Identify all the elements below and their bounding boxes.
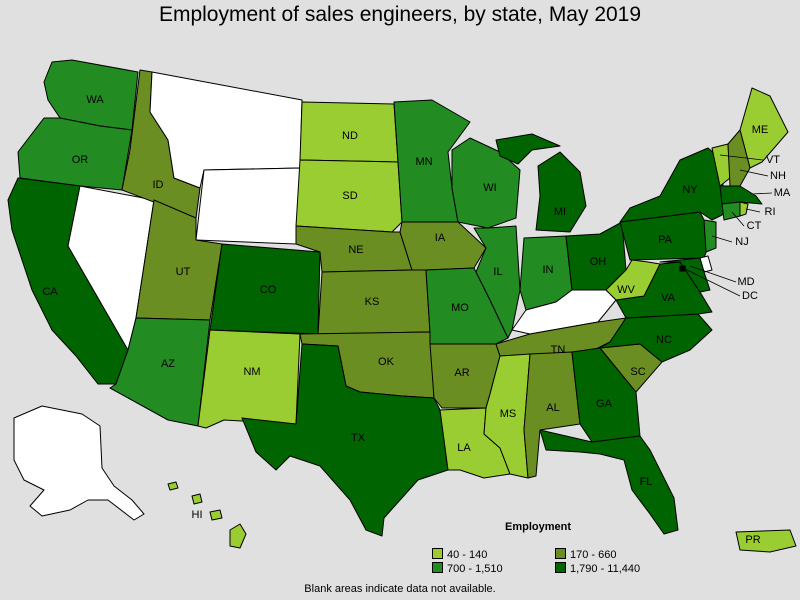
leader-line-ri <box>745 208 761 213</box>
legend-label: 40 - 140 <box>447 549 488 561</box>
state-nh <box>727 129 751 187</box>
state-label-ok: OK <box>378 356 395 368</box>
state-label-ri: RI <box>765 206 776 218</box>
state-label-wv: WV <box>617 284 635 296</box>
state-label-tn: TN <box>551 344 566 356</box>
legend-item-bin-3: 700 - 1,510 <box>432 562 503 575</box>
state-label-ms: MS <box>500 408 517 420</box>
state-label-md: MD <box>737 276 754 288</box>
state-sd <box>295 159 403 233</box>
state-label-co: CO <box>260 284 277 296</box>
state-label-nm: NM <box>243 366 260 378</box>
state-label-hi: HI <box>192 509 203 521</box>
state-label-ga: GA <box>596 398 613 410</box>
state-label-or: OR <box>72 154 89 166</box>
state-label-nd: ND <box>342 130 358 142</box>
state-pr <box>735 529 797 553</box>
state-hi <box>229 523 247 549</box>
state-tx <box>241 343 449 537</box>
state-label-az: AZ <box>161 358 175 370</box>
state-hi <box>191 493 203 505</box>
state-az <box>109 317 211 427</box>
state-label-ny: NY <box>682 184 698 196</box>
state-label-ar: AR <box>454 367 469 379</box>
state-label-al: AL <box>546 402 559 414</box>
leader-line-nh <box>739 169 769 177</box>
state-hi <box>167 481 179 491</box>
legend-item-bin-1: 40 - 140 <box>432 548 487 561</box>
state-label-oh: OH <box>590 256 607 268</box>
state-mi <box>495 133 561 165</box>
state-md <box>659 257 711 293</box>
leader-line-vt <box>719 154 764 161</box>
state-label-me: ME <box>752 124 769 136</box>
map-title: Employment of sales engineers, by state,… <box>158 3 642 26</box>
legend-swatch <box>432 562 443 573</box>
legend-label: 700 - 1,510 <box>447 563 503 575</box>
state-label-mn: MN <box>415 156 432 168</box>
leader-line-md <box>689 265 737 283</box>
state-ct <box>721 201 741 221</box>
state-label-ct: CT <box>747 220 762 232</box>
state-label-wi: WI <box>483 182 496 194</box>
legend-item-bin-2: 170 - 660 <box>555 548 616 561</box>
state-wy <box>195 167 301 245</box>
state-label-ne: NE <box>348 244 363 256</box>
legend-label: 170 - 660 <box>570 549 617 561</box>
state-label-nj: NJ <box>735 236 748 248</box>
state-nm <box>197 329 301 429</box>
state-label-in: IN <box>543 264 554 276</box>
state-ak <box>13 405 145 521</box>
state-wv <box>605 259 661 301</box>
state-fl <box>539 429 679 535</box>
state-label-la: LA <box>457 442 471 454</box>
state-il <box>473 225 521 339</box>
state-label-nh: NH <box>770 170 786 182</box>
state-label-nc: NC <box>656 334 672 346</box>
state-label-sd: SD <box>342 190 357 202</box>
legend-label: 1,790 - 11,440 <box>570 563 641 575</box>
state-label-id: ID <box>153 179 164 191</box>
state-label-mo: MO <box>451 302 469 314</box>
leader-line-ct <box>731 211 745 227</box>
state-hi <box>209 509 223 521</box>
state-ia <box>399 221 487 271</box>
state-label-va: VA <box>661 292 676 304</box>
state-label-pa: PA <box>658 234 673 246</box>
state-nj <box>703 219 717 253</box>
legend-swatch <box>555 562 566 573</box>
state-label-ut: UT <box>176 266 191 278</box>
state-label-il: IL <box>493 266 502 278</box>
state-ma <box>719 185 763 205</box>
state-label-sc: SC <box>630 366 645 378</box>
footnote: Blank areas indicate data not available. <box>304 583 496 595</box>
legend-swatch <box>555 548 566 559</box>
state-label-wa: WA <box>86 94 104 106</box>
legend-swatch <box>432 548 443 559</box>
state-label-ma: MA <box>774 187 791 199</box>
state-ri <box>739 201 749 217</box>
state-mi <box>535 151 587 233</box>
state-label-dc: DC <box>742 290 758 302</box>
state-al <box>523 351 581 479</box>
state-label-ks: KS <box>365 296 380 308</box>
legend-item-bin-4: 1,790 - 11,440 <box>555 562 640 575</box>
state-label-fl: FL <box>640 476 653 488</box>
state-ms <box>483 353 531 479</box>
legend-title: Employment <box>505 521 572 533</box>
leader-line-dc <box>682 267 741 297</box>
state-label-ca: CA <box>42 286 58 298</box>
leader-line-ma <box>751 192 773 195</box>
state-ny <box>619 147 725 223</box>
state-label-vt: VT <box>766 154 780 166</box>
state-label-pr: PR <box>745 534 760 546</box>
state-label-tx: TX <box>351 432 366 444</box>
state-label-ia: IA <box>435 232 446 244</box>
state-label-mi: MI <box>554 206 566 218</box>
state-wi <box>451 137 521 229</box>
leader-line-nj <box>711 235 733 243</box>
